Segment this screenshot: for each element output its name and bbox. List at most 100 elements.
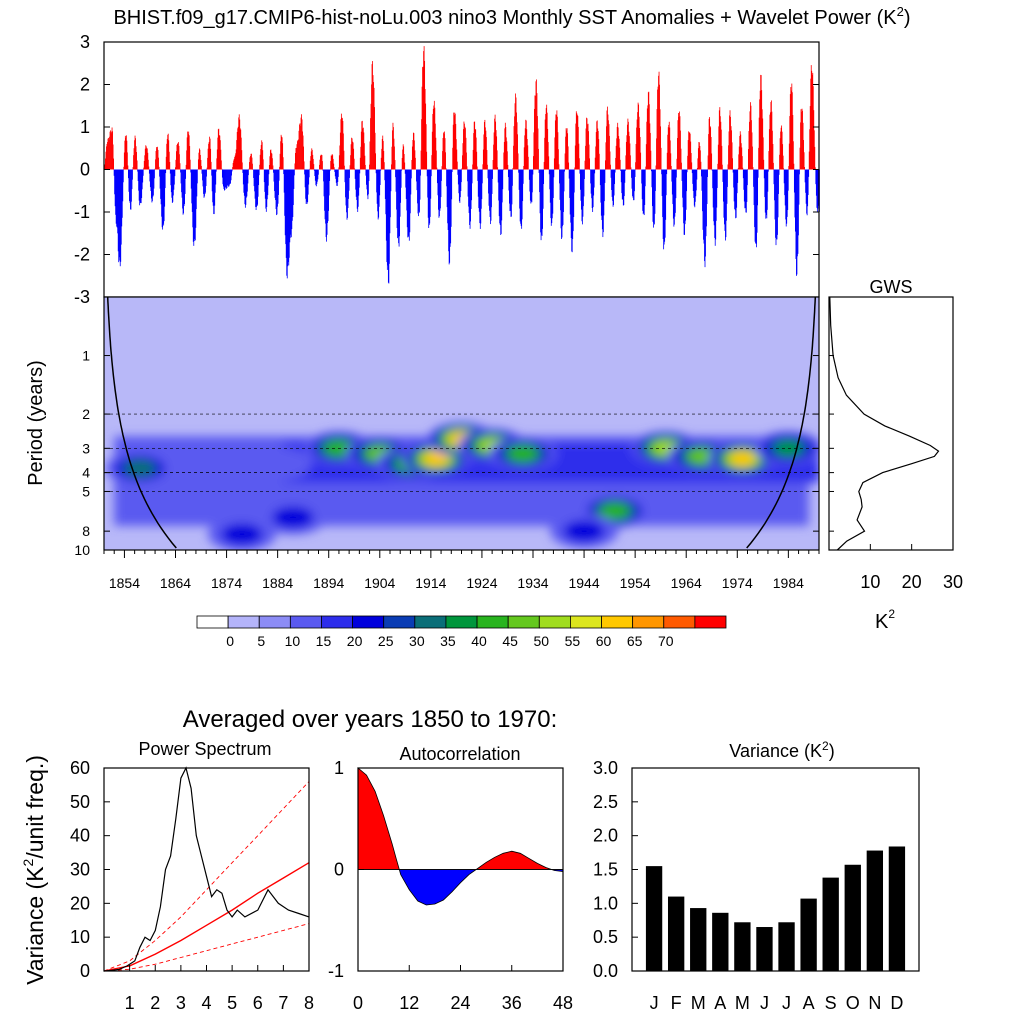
- sst-anomaly-bar: [704, 169, 705, 262]
- sst-anomaly-bar: [561, 169, 562, 239]
- sst-anomaly-bar: [295, 152, 296, 170]
- sst-anomaly-bar: [284, 169, 286, 216]
- sst-anomaly-bar: [648, 104, 650, 170]
- sst-anomaly-bar: [399, 169, 400, 237]
- sst-anomaly-bar: [774, 169, 776, 220]
- monthly-variance-bar: [645, 866, 663, 971]
- gws-x-tick-label: 10: [860, 572, 880, 592]
- autocorrelation-y-tick-label: 1: [334, 758, 344, 778]
- sst-anomaly-bar: [179, 163, 181, 170]
- sst-anomaly-bar: [195, 169, 197, 210]
- sst-anomaly-bar: [116, 169, 118, 227]
- sst-anomaly-bar: [562, 169, 564, 225]
- sst-anomaly-bar: [123, 166, 125, 170]
- monthly-variance-y-tick-label: 0.0: [593, 961, 618, 981]
- sst-anomaly-bar: [519, 169, 521, 222]
- sst-anomaly-bar: [251, 153, 252, 170]
- sst-anomaly-bar: [495, 130, 497, 170]
- sst-anomaly-bar: [483, 134, 485, 170]
- colorbar-label: 55: [565, 633, 581, 649]
- sst-anomaly-bar: [344, 165, 345, 170]
- sst-anomaly-bar: [166, 138, 168, 170]
- sst-anomaly-bar: [260, 148, 262, 170]
- sst-anomaly-bar: [403, 146, 405, 170]
- sst-anomaly-bar: [559, 169, 560, 184]
- sst-anomaly-bar: [480, 169, 482, 209]
- sst-anomaly-bar: [108, 139, 110, 170]
- colorbar-swatch: [694, 615, 727, 629]
- sst-anomaly-bar: [200, 159, 202, 170]
- sst-anomaly-bar: [195, 169, 197, 228]
- power-spectrum-x-tick-label: 2: [150, 993, 160, 1013]
- sst-anomaly-bar: [289, 169, 291, 235]
- sst-anomaly-bar: [744, 169, 746, 209]
- sst-anomaly-bar: [110, 133, 112, 170]
- monthly-variance-x-tick-label: A: [714, 993, 726, 1013]
- sst-anomaly-bar: [268, 169, 270, 175]
- sst-anomaly-bar: [464, 123, 465, 170]
- sst-anomaly-bar: [817, 169, 819, 209]
- sst-anomaly-bar: [327, 169, 329, 222]
- sst-anomaly-bar: [728, 145, 729, 170]
- power-spectrum-y-tick-label: 20: [70, 893, 90, 913]
- sst-anomaly-bar: [577, 126, 579, 170]
- sst-anomaly-bar: [465, 128, 466, 170]
- sst-anomaly-bar: [122, 169, 124, 202]
- gws-x-tick-label: 30: [943, 572, 963, 592]
- sst-anomaly-bar: [619, 159, 621, 170]
- sst-anomaly-bar: [675, 169, 677, 199]
- sst-anomaly-bar: [249, 157, 251, 170]
- sst-anomaly-bar: [532, 169, 534, 175]
- sst-anomaly-bar: [504, 128, 506, 170]
- sst-anomaly-bar: [505, 137, 507, 170]
- sst-anomaly-bar: [441, 169, 442, 181]
- colorbar-swatch: [258, 615, 291, 629]
- sst-anomaly-bar: [806, 169, 808, 216]
- sst-anomaly-bar: [659, 109, 661, 170]
- sst-anomaly-bar: [634, 169, 636, 177]
- sst-anomaly-bar: [247, 169, 249, 184]
- sst-anomaly-bar: [613, 169, 615, 196]
- sst-anomaly-bar: [279, 153, 281, 170]
- sst-anomaly-bar: [316, 169, 318, 182]
- sst-anomaly-bar: [188, 131, 190, 170]
- sst-anomaly-bar: [728, 131, 730, 170]
- sst-anomaly-bar: [671, 169, 673, 182]
- sst-anomaly-bar: [789, 94, 791, 170]
- sst-anomaly-bar: [514, 116, 515, 170]
- sst-anomaly-bar: [428, 169, 430, 228]
- sst-anomaly-bar: [309, 168, 311, 170]
- sst-anomaly-bar: [742, 167, 744, 170]
- sst-anomaly-bar: [266, 169, 268, 200]
- sst-anomaly-bar: [165, 156, 167, 170]
- sst-anomaly-bar: [193, 169, 195, 239]
- sst-anomaly-bar: [625, 141, 627, 170]
- sst-anomaly-bar: [286, 169, 288, 279]
- sst-anomaly-bar: [695, 169, 697, 191]
- sst-anomaly-bar: [120, 169, 122, 262]
- sst-anomaly-bar: [567, 133, 569, 170]
- sst-anomaly-bar: [656, 109, 658, 170]
- sst-anomaly-bar: [591, 169, 593, 208]
- sst-anomaly-bar: [472, 164, 474, 170]
- sst-anomaly-bar: [713, 169, 715, 226]
- sst-anomaly-bar: [409, 169, 411, 214]
- sst-anomaly-bar: [380, 157, 382, 170]
- sst-anomaly-bar: [620, 169, 622, 171]
- sst-anomaly-bar: [438, 169, 440, 218]
- sst-anomaly-bar: [553, 169, 555, 178]
- sst-anomaly-bar: [395, 169, 397, 192]
- sst-anomaly-bar: [264, 169, 266, 192]
- sst-anomaly-bar: [493, 132, 495, 170]
- sst-anomaly-bar: [225, 169, 227, 188]
- sst-anomaly-bar: [811, 70, 813, 170]
- sst-anomaly-bar: [740, 134, 742, 170]
- sst-anomaly-bar: [255, 169, 256, 207]
- sst-anomaly-bar: [535, 81, 537, 170]
- sst-anomaly-bar: [701, 169, 703, 191]
- sst-anomaly-bar: [288, 169, 290, 266]
- sst-anomaly-bar: [368, 169, 369, 195]
- lower-confidence-line: [103, 923, 310, 972]
- sst-anomaly-bar: [386, 169, 388, 270]
- sst-anomaly-bar: [386, 169, 388, 263]
